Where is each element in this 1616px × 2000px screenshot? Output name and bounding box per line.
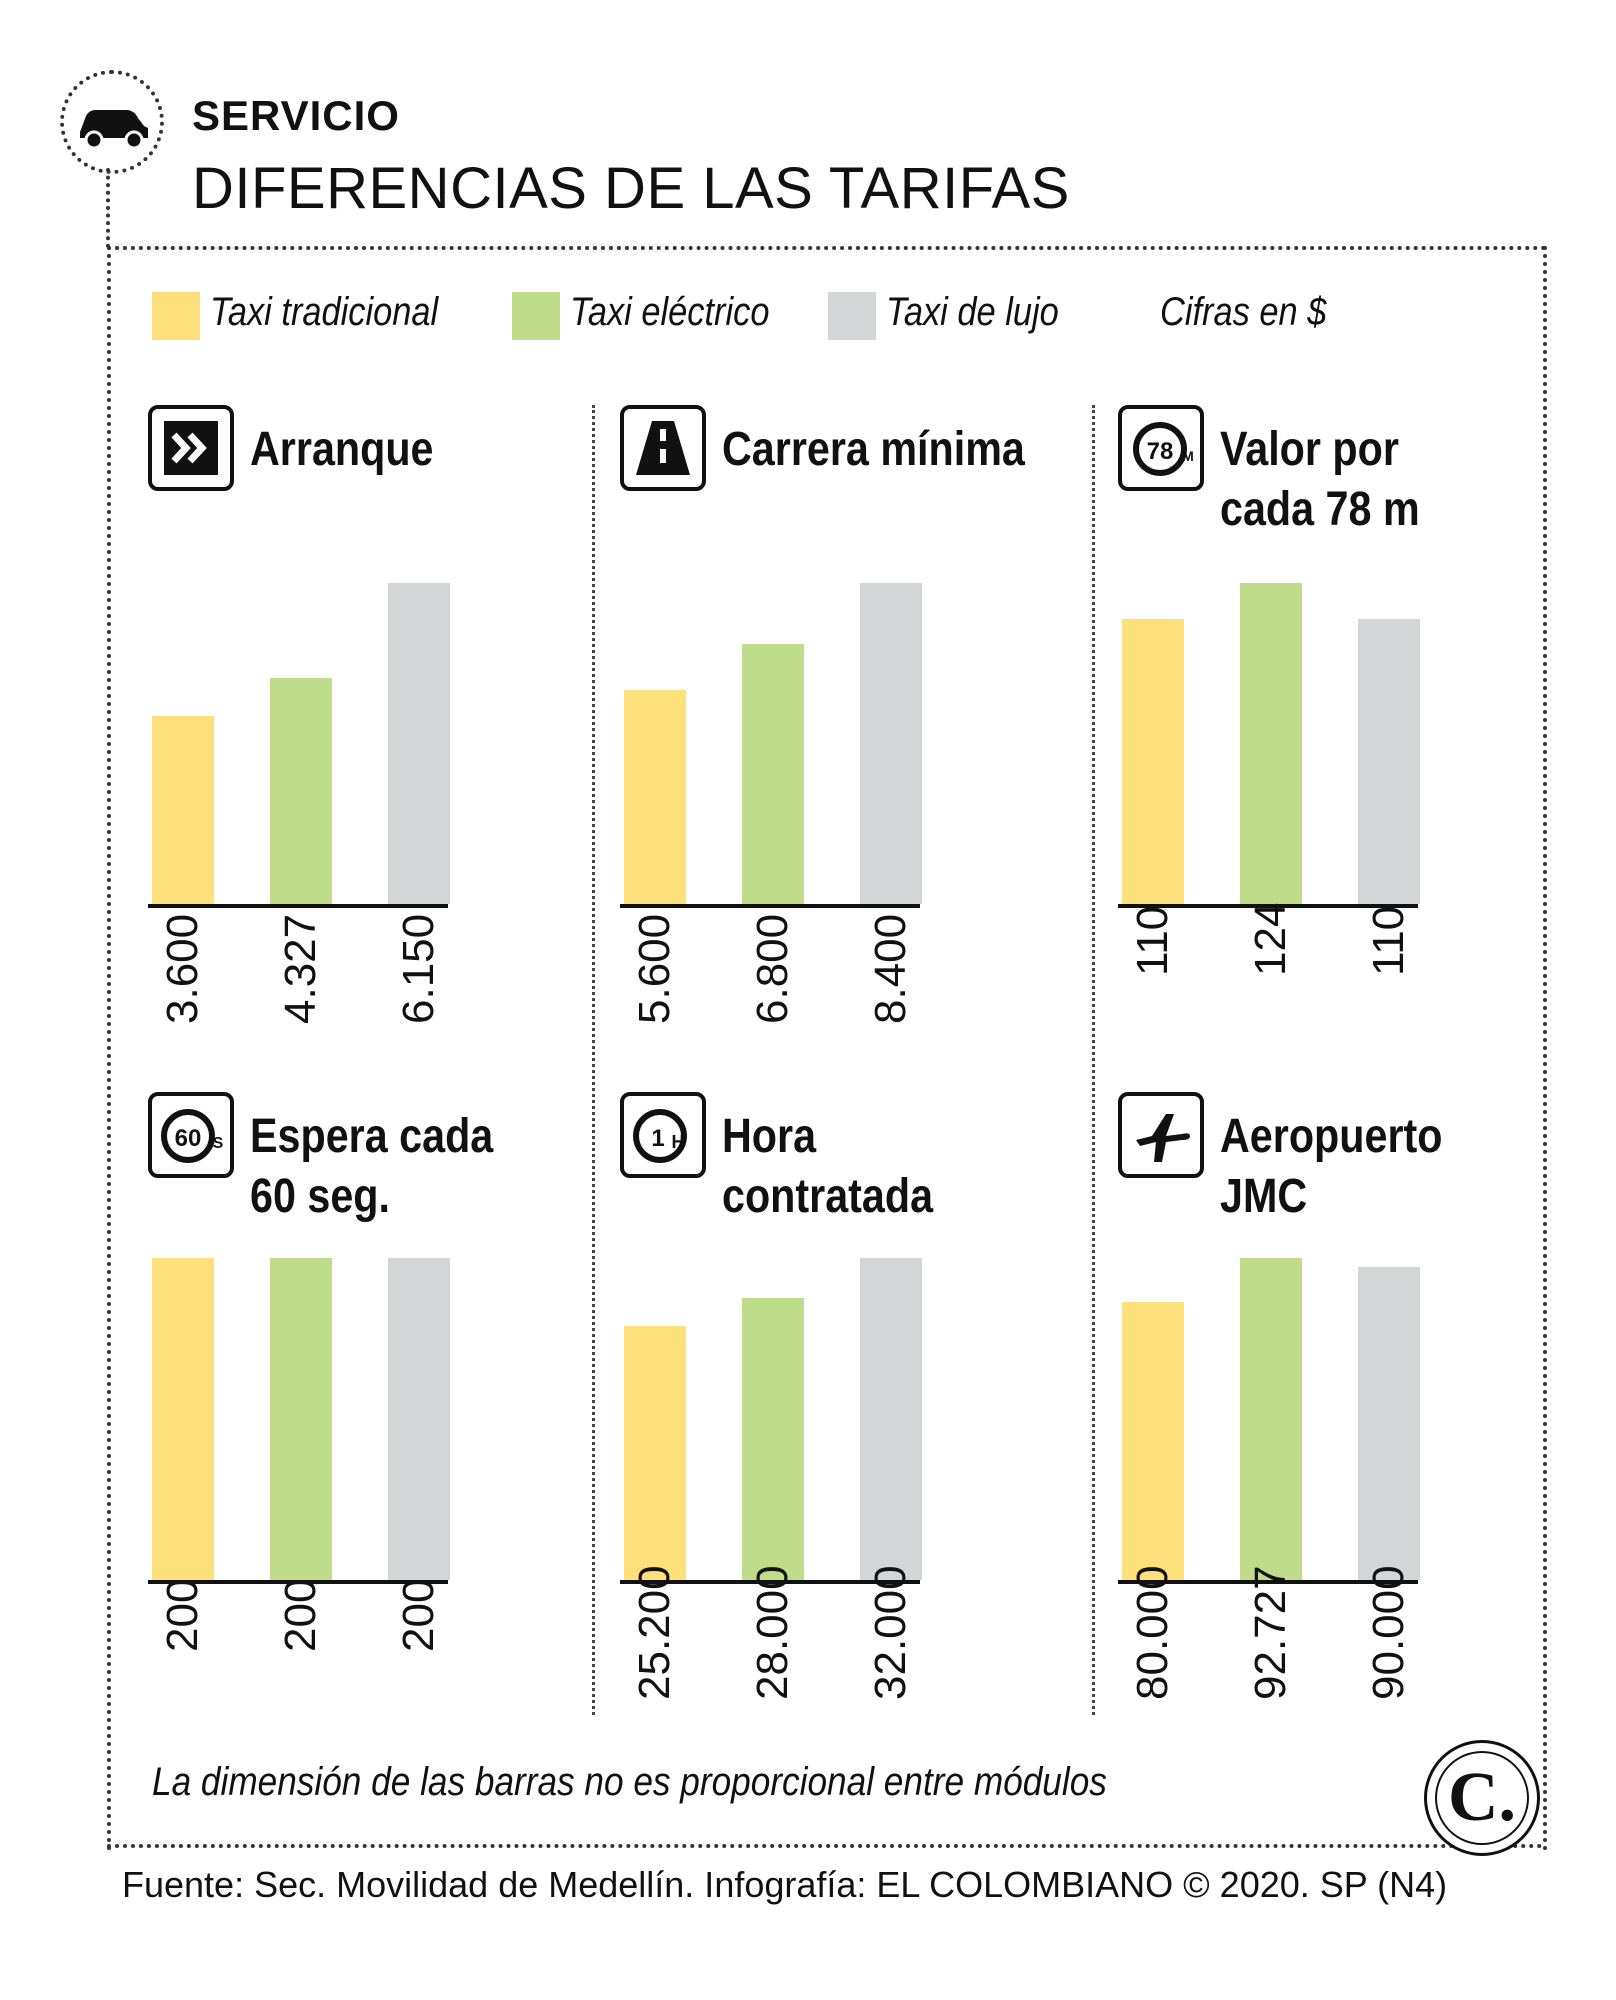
chart-baseline — [148, 1580, 448, 1584]
bar-traditional — [1122, 1302, 1184, 1580]
bar-luxury — [1358, 1267, 1420, 1580]
panel-title: Hora contratada — [722, 1110, 934, 1223]
value-label-traditional: 110 — [1128, 905, 1177, 976]
value-label-luxury: 110 — [1364, 905, 1413, 976]
panel-title: Valor por cada 78 m — [1220, 423, 1420, 536]
bar-traditional — [624, 1326, 686, 1580]
road-icon — [620, 405, 706, 491]
panel-title: Carrera mínima — [722, 423, 1025, 476]
value-label-luxury: 200 — [394, 1578, 443, 1652]
legend-swatch-electric — [512, 292, 560, 340]
value-label-traditional: 5.600 — [630, 913, 679, 1024]
car-icon — [60, 70, 164, 174]
bar-electric — [742, 1298, 804, 1580]
chart-baseline — [620, 904, 920, 908]
value-label-electric: 124 — [1246, 902, 1295, 976]
timer-60s-icon: 60 S — [148, 1092, 234, 1178]
bar-luxury — [1358, 619, 1420, 904]
logo-letter: C. — [1435, 1751, 1529, 1845]
airplane-icon — [1118, 1092, 1204, 1178]
page-title: DIFERENCIAS DE LAS TARIFAS — [192, 156, 1070, 221]
svg-text:1: 1 — [651, 1125, 664, 1152]
value-label-traditional: 3.600 — [158, 913, 207, 1024]
value-label-luxury: 8.400 — [866, 913, 915, 1024]
bar-traditional — [1122, 619, 1184, 904]
chart-baseline — [1118, 904, 1418, 908]
bar-traditional — [152, 716, 214, 904]
bar-traditional — [624, 690, 686, 904]
legend-label-luxury: Taxi de lujo — [886, 290, 1059, 334]
fast-forward-icon — [148, 405, 234, 491]
legend-label-traditional: Taxi tradicional — [210, 290, 439, 334]
bar-traditional — [152, 1258, 214, 1580]
svg-text:M: M — [1182, 448, 1194, 464]
value-label-traditional: 25.200 — [630, 1565, 679, 1700]
bar-electric — [1240, 1258, 1302, 1580]
source-credit: Fuente: Sec. Movilidad de Medellín. Info… — [122, 1864, 1448, 1905]
bar-luxury — [860, 1258, 922, 1580]
units-note: Cifras en $ — [1160, 290, 1327, 334]
panel-title: Aeropuerto JMC — [1220, 1110, 1443, 1223]
value-label-luxury: 6.150 — [394, 913, 443, 1024]
value-label-electric: 92.727 — [1246, 1565, 1295, 1700]
value-label-luxury: 90.000 — [1364, 1565, 1413, 1700]
distance-78m-icon: 78 M — [1118, 405, 1204, 491]
value-label-luxury: 32.000 — [866, 1565, 915, 1700]
value-label-traditional: 80.000 — [1128, 1565, 1177, 1700]
column-separator-2 — [1092, 405, 1095, 1715]
chart-baseline — [620, 1580, 920, 1584]
bar-luxury — [388, 583, 450, 904]
panel-title: Arranque — [250, 423, 434, 476]
legend-swatch-traditional — [152, 292, 200, 340]
legend-swatch-luxury — [828, 292, 876, 340]
bar-electric — [270, 678, 332, 904]
bar-electric — [1240, 583, 1302, 904]
value-label-electric: 200 — [276, 1578, 325, 1652]
svg-text:S: S — [213, 1135, 224, 1152]
connector-line — [106, 168, 110, 248]
svg-text:78: 78 — [1147, 438, 1174, 465]
column-separator-1 — [592, 405, 595, 1715]
value-label-electric: 28.000 — [748, 1565, 797, 1700]
footnote: La dimensión de las barras no es proporc… — [152, 1760, 1107, 1804]
chart-baseline — [148, 904, 448, 908]
bar-luxury — [860, 583, 922, 904]
bar-luxury — [388, 1258, 450, 1580]
value-label-electric: 4.327 — [276, 913, 325, 1024]
panel-title: Espera cada 60 seg. — [250, 1110, 494, 1223]
frame-bottom-border — [107, 1844, 1543, 1848]
logo: C. — [1424, 1740, 1540, 1856]
chart-baseline — [1118, 1580, 1418, 1584]
value-label-electric: 6.800 — [748, 913, 797, 1024]
bar-electric — [270, 1258, 332, 1580]
legend-label-electric: Taxi eléctrico — [570, 290, 770, 334]
svg-text:60: 60 — [175, 1125, 202, 1152]
svg-text:H: H — [672, 1132, 685, 1152]
bar-electric — [742, 644, 804, 904]
frame-border — [107, 246, 1547, 1852]
section-kicker: SERVICIO — [192, 92, 400, 139]
value-label-traditional: 200 — [158, 1578, 207, 1652]
